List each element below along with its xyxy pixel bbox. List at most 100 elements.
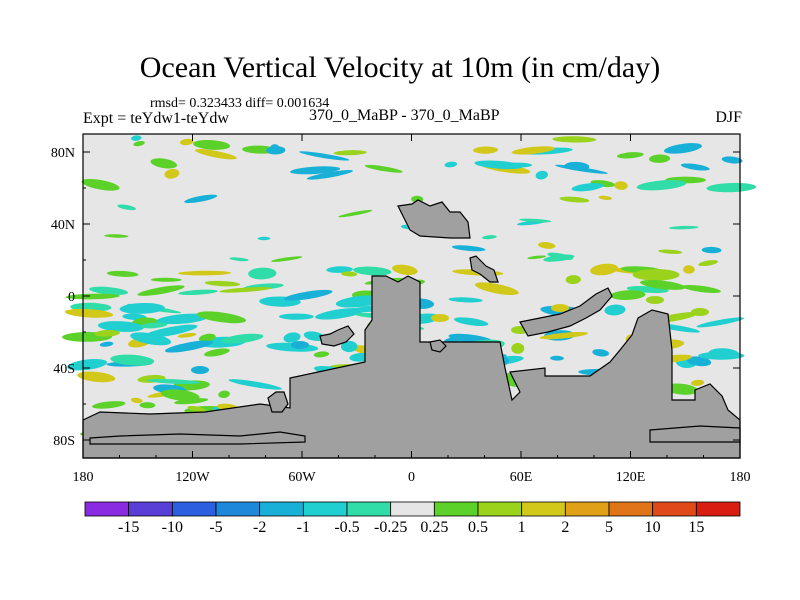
colorbar-segment [695,501,741,517]
anomaly-patch [65,293,120,300]
anomaly-patch [340,340,358,353]
anomaly-patch [721,156,743,164]
anomaly-patch [221,333,264,344]
anomaly-patch [444,335,472,343]
anomaly-patch [696,317,745,328]
anomaly-patch [196,311,247,324]
anomaly-patch [668,225,699,230]
anomaly-patch [364,164,403,173]
anomaly-core [191,366,209,374]
colorbar-label: 5 [605,519,613,536]
anomaly-patch [658,249,683,254]
anomaly-patch [229,257,249,262]
colorbar-label: -0.25 [374,519,407,536]
anomaly-patch [698,260,718,267]
anomaly-patch [140,322,168,329]
anomaly-patch [99,341,114,347]
colorbar-segment [259,501,304,517]
anomaly-patch [663,143,703,154]
chart-title: Ocean Vertical Velocity at 10m (in cm/da… [139,51,661,84]
anomaly-patch [164,168,180,179]
anomaly-patch [77,371,116,383]
anomaly-patch [474,282,519,295]
colorbar-label: -5 [209,519,222,536]
anomaly-patch [610,290,646,300]
anomaly-patch [150,158,178,169]
y-tick-label: 80N [51,146,75,161]
anomaly-patch [193,139,231,150]
anomaly-patch [290,166,341,175]
season-annotation: DJF [715,109,742,126]
anomaly-patch [614,181,628,190]
landmass [319,325,355,347]
colorbar-label: -10 [162,519,183,536]
anomaly-patch [106,270,139,277]
x-tick-label: 180 [73,470,94,485]
anomaly-patch [228,379,282,390]
colorbar-segment [521,501,566,517]
y-tick-label: 40N [51,218,75,233]
x-tick-label: 60E [510,470,533,485]
anomaly-core [646,296,664,304]
anomaly-patch [119,302,165,314]
anomaly-patch [130,332,172,346]
anomaly-patch [133,141,145,147]
anomaly-patch [204,280,241,287]
anomaly-patch [110,354,155,366]
anomaly-patch [299,151,350,161]
anomaly-patch [451,245,486,252]
anomaly-patch [164,340,214,353]
anomaly-patch [313,351,330,358]
anomaly-patch [683,265,695,274]
anomaly-patch [180,138,194,146]
anomaly-core [291,341,309,349]
anomaly-patch [218,390,230,399]
anomaly-patch [338,209,373,218]
colorbar-label: 15 [688,519,704,536]
colorbar-segment [652,501,697,517]
anomaly-patch [97,321,144,332]
anomaly-patch [571,183,604,192]
anomaly-patch [194,149,237,160]
anomaly-patch [690,379,705,386]
colorbar-segment [390,501,435,517]
landmass [267,391,289,413]
anomaly-patch [527,255,547,260]
colorbar-segment [171,501,217,517]
land-mask [82,199,741,459]
anomaly-patch [278,313,314,320]
anomaly-patch [392,264,418,276]
landmass [649,425,741,443]
anomaly-patch [67,358,108,371]
anomaly-patch [543,254,575,262]
anomaly-patch [187,406,207,412]
anomaly-patch [306,170,353,180]
anomaly-patch [335,295,383,308]
anomaly-patch [178,289,218,296]
stats-annotation: rmsd= 0.323433 diff= 0.001634 [150,96,330,111]
colorbar-segment [128,501,173,517]
anomaly-patch [81,178,120,191]
landmass [519,287,613,337]
anomaly-patch [89,286,129,295]
anomaly-patch [257,236,271,241]
anomaly-patch [178,270,232,276]
colorbar-label: -0.5 [334,519,359,536]
anomaly-patch [604,304,626,316]
x-tick-label: 60W [288,470,316,485]
anomaly-patch [701,246,722,254]
colorbar-label: -15 [118,519,139,536]
colorbar-label: 0.5 [468,519,488,536]
colorbar: -15 -10 -5 -2 -1 -0.5 -0.25 0.25 0.5 1 2 5 10 15 [84,501,741,536]
anomaly-patch [482,235,497,240]
x-tick-label: 120W [175,470,210,485]
colorbar-segment [84,501,130,517]
anomaly-patch [698,351,745,360]
anomaly-patch [501,162,533,168]
experiment-annotation: Expt = teYdw1-teYdw [83,110,229,127]
anomaly-patch [131,135,142,141]
colorbar-label: 1 [518,519,526,536]
anomaly-patch [511,342,525,354]
anomaly-patch [590,263,619,276]
colorbar-segment [346,501,392,517]
